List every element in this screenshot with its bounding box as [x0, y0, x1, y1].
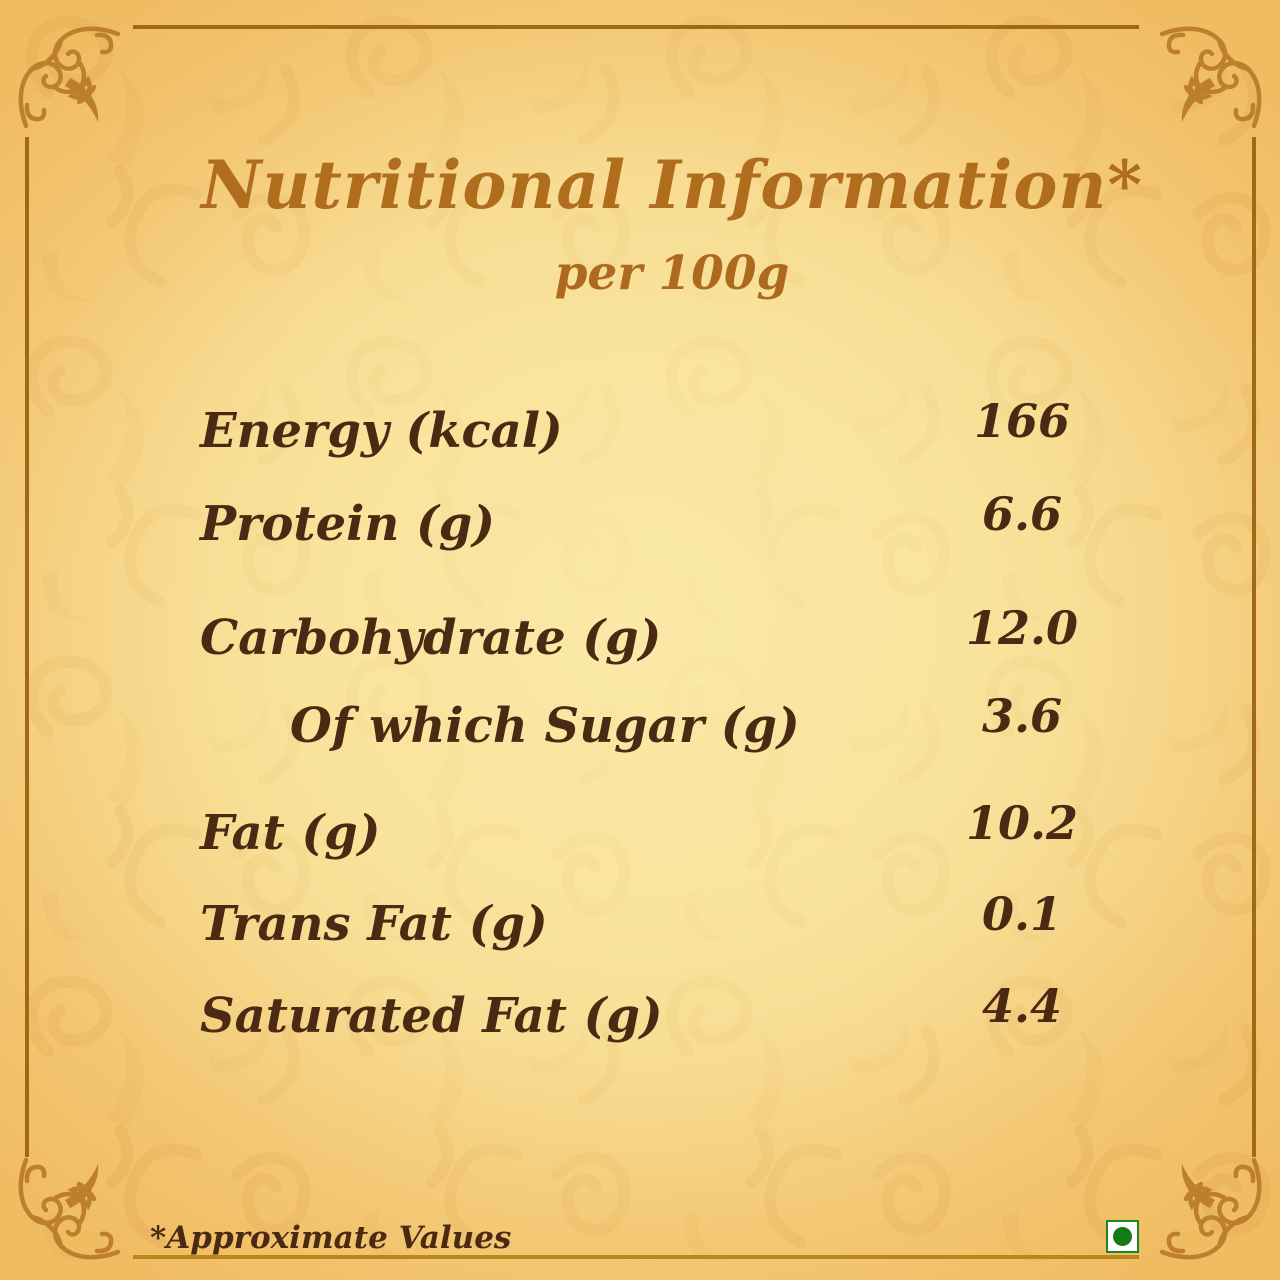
- nutrient-label: Of which Sugar (g): [290, 698, 800, 754]
- nutrient-value: 166: [973, 394, 1071, 448]
- frame-left-line: [25, 137, 29, 1157]
- table-row-saturated-fat: Saturated Fat (g) 4.4: [200, 979, 1162, 1044]
- table-row-energy: Energy (kcal) 166: [200, 394, 1162, 459]
- corner-flourish-bottom-right-icon: [1154, 1152, 1268, 1266]
- nutrient-value: 6.6: [981, 487, 1063, 541]
- corner-flourish-top-right-icon: [1154, 20, 1268, 134]
- nutrient-label: Energy (kcal): [200, 403, 563, 459]
- nutrient-value: 12.0: [965, 601, 1079, 655]
- vegetarian-green-dot: [1113, 1227, 1132, 1246]
- frame-top-line: [133, 25, 1139, 29]
- table-row-protein: Protein (g) 6.6: [200, 487, 1162, 552]
- table-row-trans-fat: Trans Fat (g) 0.1: [200, 887, 1162, 952]
- nutrient-value: 10.2: [965, 796, 1079, 850]
- nutrient-label: Carbohydrate (g): [200, 610, 662, 666]
- nutrient-label: Trans Fat (g): [200, 896, 548, 952]
- table-row-carbohydrate: Carbohydrate (g) 12.0: [200, 601, 1162, 666]
- nutrient-value: 3.6: [981, 689, 1063, 743]
- corner-flourish-top-left-icon: [12, 20, 126, 134]
- header: Nutritional Information* per 100g: [100, 146, 1244, 301]
- corner-flourish-bottom-left-icon: [12, 1152, 126, 1266]
- vegetarian-mark-icon: [1106, 1220, 1139, 1253]
- frame-bottom-line: [133, 1255, 1139, 1259]
- nutrient-value: 0.1: [981, 887, 1063, 941]
- page-title: Nutritional Information*: [201, 146, 1143, 224]
- nutrient-value: 4.4: [981, 979, 1063, 1033]
- frame-right-line: [1252, 137, 1256, 1157]
- table-row-fat: Fat (g) 10.2: [200, 796, 1162, 861]
- nutrient-label: Saturated Fat (g): [200, 988, 663, 1044]
- nutrient-label: Protein (g): [200, 496, 495, 552]
- nutrient-label: Fat (g): [200, 805, 381, 861]
- table-row-sugar: Of which Sugar (g) 3.6: [200, 689, 1162, 754]
- approximate-values-footnote: *Approximate Values: [150, 1220, 512, 1256]
- page-subtitle: per 100g: [554, 246, 790, 301]
